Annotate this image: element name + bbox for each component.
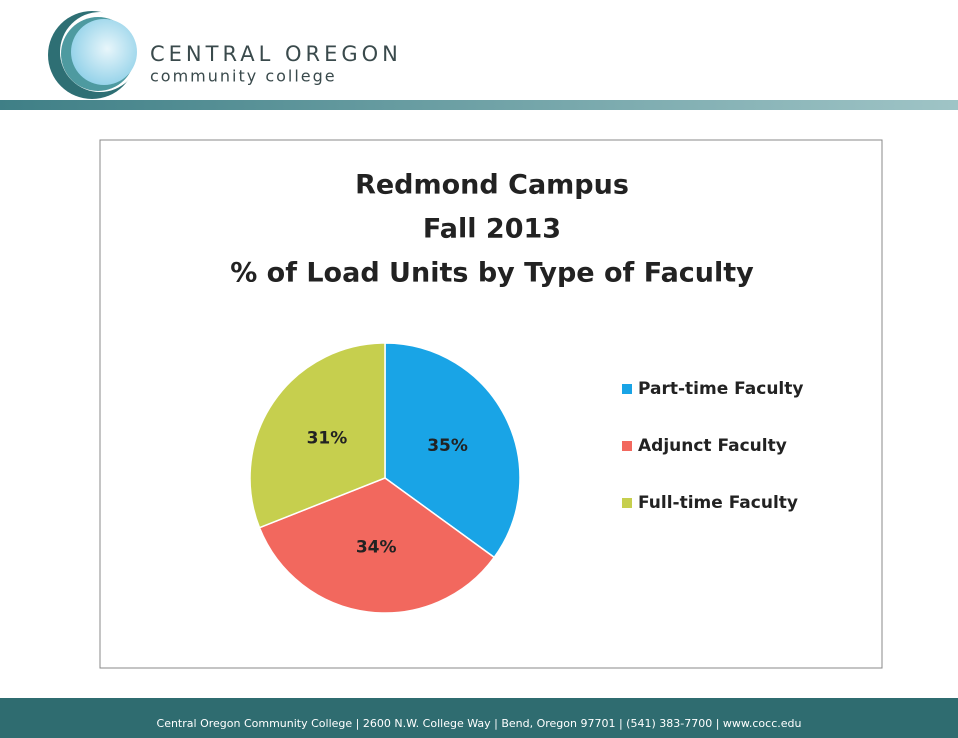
- college-subname: community college: [150, 67, 337, 86]
- legend-swatch: [622, 441, 632, 451]
- pie: 35% 34% 31%: [249, 342, 521, 614]
- data-label: 31%: [307, 429, 348, 449]
- legend: Part-time Faculty Adjunct Faculty Full-tim…: [622, 379, 803, 513]
- pie-slice: [384, 342, 521, 559]
- legend-swatch: [622, 498, 632, 508]
- header-band: [0, 100, 958, 110]
- chart-title: Redmond Campus Fall 2013 % of Load Units b…: [230, 170, 754, 289]
- title-line: % of Load Units by Type of Faculty: [230, 258, 754, 289]
- pie-slice: [258, 477, 496, 614]
- logo: [48, 11, 140, 99]
- legend-label: Adjunct Faculty: [638, 436, 787, 456]
- title-line: Redmond Campus: [355, 170, 629, 201]
- footer-band: [0, 698, 958, 738]
- legend-label: Full-time Faculty: [638, 493, 798, 513]
- title-line: Fall 2013: [423, 214, 561, 245]
- data-label: 35%: [427, 436, 468, 456]
- pie-slice: [249, 342, 386, 529]
- footer-text: Central Oregon Community College | 2600 …: [157, 717, 802, 730]
- college-name: CENTRAL OREGON: [150, 42, 402, 66]
- data-label: 34%: [356, 538, 397, 558]
- legend-label: Part-time Faculty: [638, 379, 803, 399]
- legend-swatch: [622, 384, 632, 394]
